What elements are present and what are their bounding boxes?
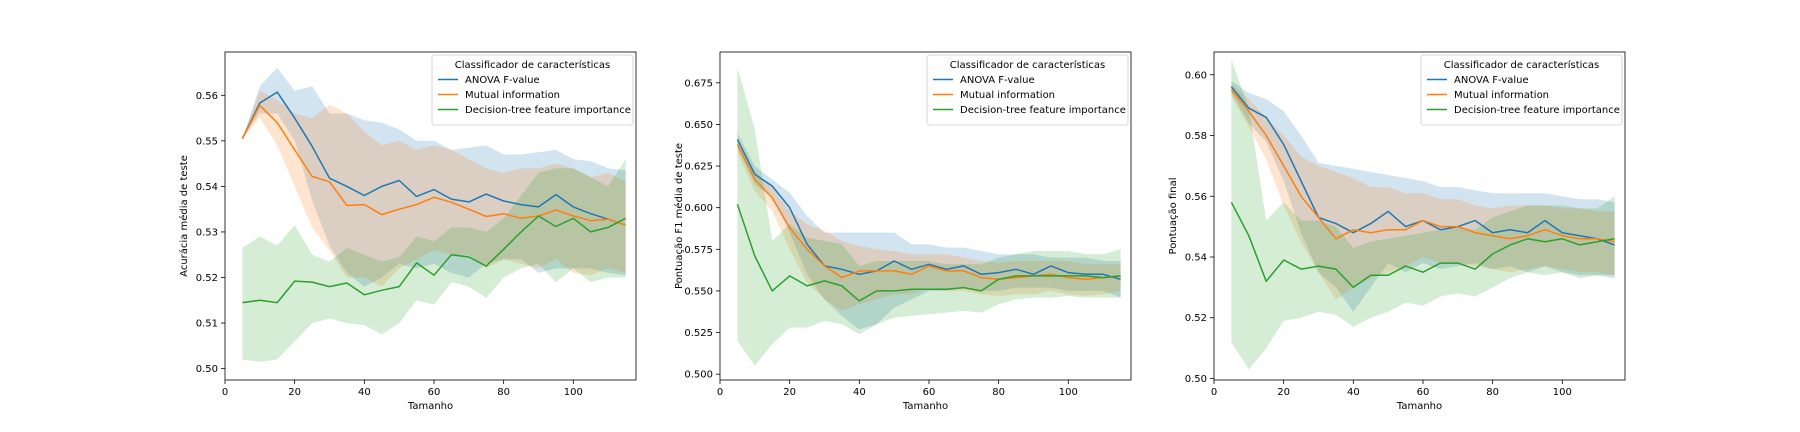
y-axis-label: Pontuação F1 média de teste bbox=[673, 143, 685, 289]
legend-box bbox=[431, 54, 634, 126]
y-axis-label: Acurácia média de teste bbox=[178, 155, 190, 277]
x-axis-label: Tamanho bbox=[902, 401, 948, 412]
legend-title: Classificador de características bbox=[950, 59, 1106, 71]
series-line-2 bbox=[241, 104, 626, 226]
y-tick-label: 0.58 bbox=[1185, 131, 1207, 142]
x-tick-label: 0 bbox=[1211, 387, 1217, 398]
legend-entry-2: Mutual information bbox=[1454, 90, 1549, 101]
y-tick-label: 0.60 bbox=[1185, 70, 1207, 81]
axes-frame bbox=[224, 51, 637, 381]
x-tick-label: 80 bbox=[497, 387, 510, 398]
x-tick-label: 40 bbox=[853, 387, 866, 398]
legend-entry-3: Decision-tree feature importance bbox=[1454, 105, 1620, 116]
y-tick-label: 0.51 bbox=[196, 319, 218, 330]
legend-entry-1: ANOVA F-value bbox=[960, 75, 1035, 86]
y-tick-label: 0.50 bbox=[196, 364, 218, 375]
confidence-band-1 bbox=[737, 132, 1121, 330]
series-line-1 bbox=[736, 139, 1121, 281]
x-tick-label: 100 bbox=[1059, 387, 1078, 398]
x-axis-label: Tamanho bbox=[407, 401, 453, 412]
y-tick-label: 0.550 bbox=[684, 286, 713, 297]
legend-entry-3: Decision-tree feature importance bbox=[960, 105, 1126, 116]
y-tick-label: 0.575 bbox=[684, 245, 713, 256]
series-line-2 bbox=[1230, 89, 1615, 243]
x-tick-label: 0 bbox=[222, 387, 228, 398]
legend-box bbox=[926, 54, 1129, 126]
confidence-band-3 bbox=[1231, 59, 1615, 370]
chart-panel-3: 0 20 40 60 80 100 0.50 0.52 0.54 0.56 0.58 0.60 Tama… bbox=[1168, 51, 1626, 412]
x-tick-label: 0 bbox=[717, 387, 723, 398]
axes-frame bbox=[1213, 51, 1626, 381]
axes-frame bbox=[719, 51, 1132, 381]
x-axis-label: Tamanho bbox=[1396, 401, 1442, 412]
legend-entry-1: ANOVA F-value bbox=[465, 75, 540, 86]
x-tick-label: 20 bbox=[288, 387, 301, 398]
legend-title: Classificador de características bbox=[455, 59, 611, 71]
y-tick-label: 0.56 bbox=[1185, 192, 1207, 203]
x-tick-label: 60 bbox=[428, 387, 441, 398]
y-tick-label: 0.650 bbox=[684, 120, 713, 131]
x-tick-label: 60 bbox=[923, 387, 936, 398]
legend-entry-2: Mutual information bbox=[465, 90, 560, 101]
y-tick-label: 0.525 bbox=[684, 328, 713, 339]
legend-entry-2: Mutual information bbox=[960, 90, 1055, 101]
legend-box bbox=[1420, 54, 1623, 126]
x-tick-label: 100 bbox=[1553, 387, 1572, 398]
y-tick-label: 0.625 bbox=[684, 162, 713, 173]
x-tick-label: 20 bbox=[1277, 387, 1290, 398]
confidence-band-1 bbox=[242, 67, 626, 287]
x-tick-label: 40 bbox=[1347, 387, 1360, 398]
y-tick-label: 0.52 bbox=[1185, 313, 1207, 324]
chart-panel-1: 0 20 40 60 80 100 0.50 0.51 0.52 0.53 0.54 0.55 0.56… bbox=[178, 51, 637, 412]
y-tick-label: 0.50 bbox=[1185, 374, 1207, 385]
x-tick-label: 60 bbox=[1417, 387, 1430, 398]
legend-entry-1: ANOVA F-value bbox=[1454, 75, 1529, 86]
legend: Classificador de características ANOVA F-… bbox=[1420, 54, 1623, 126]
x-tick-label: 80 bbox=[992, 387, 1005, 398]
series-line-3 bbox=[242, 215, 626, 304]
series-line-3 bbox=[736, 204, 1121, 302]
confidence-band-1 bbox=[1231, 80, 1615, 312]
x-tick-label: 20 bbox=[783, 387, 796, 398]
x-tick-label: 40 bbox=[358, 387, 371, 398]
series-line-1 bbox=[241, 91, 626, 226]
legend-entry-3: Decision-tree feature importance bbox=[465, 105, 631, 116]
legend: Classificador de características ANOVA F-… bbox=[926, 54, 1129, 126]
confidence-band-3 bbox=[737, 67, 1121, 366]
y-tick-label: 0.500 bbox=[684, 370, 713, 381]
y-tick-label: 0.53 bbox=[196, 227, 218, 238]
y-tick-label: 0.56 bbox=[196, 91, 218, 102]
x-tick-label: 80 bbox=[1486, 387, 1499, 398]
chart-panel-2: 0 20 40 60 80 100 0.500 0.525 0.550 0.575 0.600 0.6… bbox=[673, 51, 1132, 412]
y-tick-label: 0.600 bbox=[684, 203, 713, 214]
confidence-band-3 bbox=[242, 159, 626, 362]
series-line-3 bbox=[1230, 201, 1615, 289]
x-tick-label: 100 bbox=[564, 387, 583, 398]
y-tick-label: 0.54 bbox=[196, 182, 218, 193]
legend: Classificador de características ANOVA F-… bbox=[431, 54, 634, 126]
y-tick-label: 0.55 bbox=[196, 136, 218, 147]
y-tick-label: 0.54 bbox=[1185, 253, 1207, 264]
y-tick-label: 0.52 bbox=[196, 273, 218, 284]
confidence-band-2 bbox=[242, 90, 626, 287]
y-axis-label: Pontuação final bbox=[1168, 178, 1179, 255]
confidence-band-2 bbox=[1231, 83, 1615, 300]
legend-title: Classificador de características bbox=[1444, 59, 1600, 71]
y-tick-label: 0.675 bbox=[684, 78, 713, 89]
